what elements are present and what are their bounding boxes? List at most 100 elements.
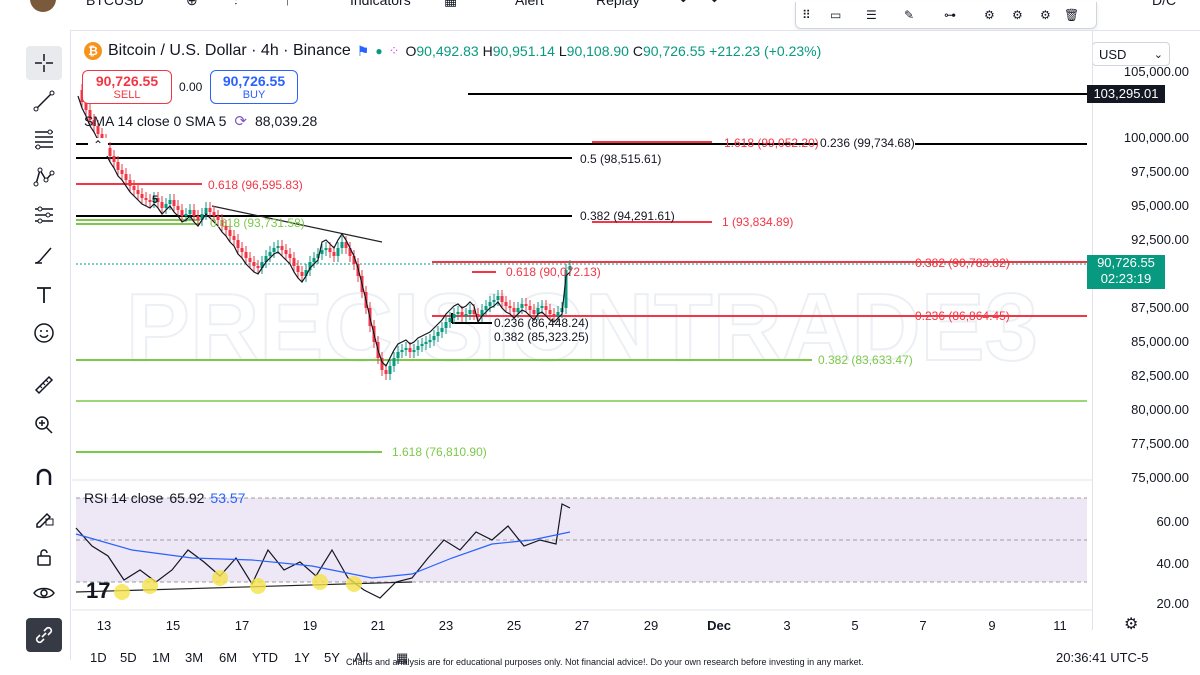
range-button[interactable]: All bbox=[354, 650, 369, 665]
candle-body bbox=[176, 206, 180, 210]
candle-body bbox=[112, 156, 116, 162]
brush-icon[interactable] bbox=[26, 238, 62, 272]
candle-body bbox=[420, 344, 424, 346]
range-button[interactable]: 1M bbox=[152, 650, 171, 665]
candle-body bbox=[380, 358, 384, 370]
sell-button[interactable]: 90,726.55 SELL bbox=[82, 70, 172, 104]
ray-icon[interactable]: ⊶ bbox=[944, 8, 956, 22]
trend-line-icon[interactable] bbox=[26, 84, 62, 118]
candle-body bbox=[568, 266, 572, 270]
buy-button[interactable]: 90,726.55 BUY bbox=[210, 70, 298, 104]
avatar[interactable] bbox=[30, 0, 56, 12]
candle-body bbox=[252, 262, 256, 266]
range-button[interactable]: 1D bbox=[90, 650, 107, 665]
ruler-icon[interactable] bbox=[26, 368, 62, 402]
range-button[interactable]: 5D bbox=[120, 650, 137, 665]
collapse-legend-button[interactable]: ⌃ bbox=[88, 138, 108, 156]
candle-body bbox=[472, 310, 476, 314]
fib-icon[interactable] bbox=[26, 122, 62, 156]
candle-body bbox=[256, 266, 260, 268]
range-button[interactable]: 6M bbox=[219, 650, 238, 665]
candle-body bbox=[344, 242, 348, 248]
price-tick: 95,000.00 bbox=[1131, 198, 1189, 213]
candle-body bbox=[236, 240, 240, 248]
redo-icon[interactable]: ↷ bbox=[706, 0, 718, 8]
currency-select[interactable]: USD ⌄ bbox=[1092, 42, 1170, 66]
candle-body bbox=[424, 342, 428, 344]
settings-icon[interactable]: ⚙ bbox=[984, 8, 995, 22]
text-icon[interactable] bbox=[26, 278, 62, 312]
calendar-icon[interactable]: ▦ bbox=[396, 650, 409, 665]
candle-body bbox=[492, 300, 496, 302]
template-icon[interactable]: ⚙ bbox=[1012, 8, 1023, 22]
symbol-title[interactable]: Bitcoin / U.S. Dollar · 4h · Binance bbox=[108, 42, 351, 59]
drawing-marker[interactable]: 5 bbox=[152, 194, 159, 206]
alert-button[interactable]: Alert bbox=[515, 0, 544, 8]
chart-settings-icon[interactable]: ⚙ bbox=[1124, 616, 1139, 633]
chart-type-icon[interactable]: ↑ bbox=[284, 0, 291, 8]
candle-body bbox=[188, 210, 192, 214]
fib-label: 0.382 (90,783.82) bbox=[915, 256, 1010, 270]
candle-body bbox=[96, 126, 100, 134]
interval-button[interactable]: ⫶ bbox=[234, 0, 238, 8]
more-icon[interactable]: D/C bbox=[1152, 0, 1177, 8]
price-chart[interactable]: PRECISIONTRADE3 17 bbox=[72, 30, 1092, 630]
indicators-button[interactable]: Indicators bbox=[350, 0, 411, 8]
range-button[interactable]: 1Y bbox=[294, 650, 310, 665]
candle-body bbox=[524, 304, 528, 306]
magnet-icon[interactable] bbox=[26, 460, 62, 494]
candle-body bbox=[168, 200, 172, 204]
lock-drawing-icon[interactable]: ⚙ bbox=[1040, 8, 1051, 22]
crosshair-icon[interactable] bbox=[26, 46, 62, 80]
fib-label: 0.382 (94,291.61) bbox=[580, 209, 675, 223]
price-tick: 92,500.00 bbox=[1131, 232, 1189, 247]
candle-body bbox=[484, 306, 488, 310]
undo-icon[interactable]: ↶ bbox=[680, 0, 692, 8]
fib-label: 1.618 (76,810.90) bbox=[392, 445, 487, 459]
pattern-icon[interactable] bbox=[26, 160, 62, 194]
time-axis[interactable]: 13 15 17 19 21 23 25 27 29 Dec 3 5 7 9 1… bbox=[72, 612, 1092, 636]
drag-handle-icon[interactable]: ⠿ bbox=[802, 8, 811, 22]
chevron-down-icon: ⌄ bbox=[1153, 49, 1163, 61]
add-symbol-icon[interactable]: ⊕ bbox=[186, 0, 198, 8]
last-price-tag: 90,726.55 02:23:19 bbox=[1087, 255, 1165, 289]
line-color-icon[interactable]: ▭ bbox=[830, 8, 842, 22]
candle-body bbox=[296, 266, 300, 272]
lock-icon[interactable] bbox=[26, 540, 62, 574]
gann-icon[interactable] bbox=[26, 198, 62, 232]
line-style-icon[interactable]: ☰ bbox=[866, 8, 877, 22]
range-button[interactable]: 3M bbox=[185, 650, 204, 665]
rsi-legend[interactable]: RSI 14 close 65.92 53.57 bbox=[84, 490, 246, 506]
candle-body bbox=[520, 304, 524, 308]
candle-body bbox=[548, 310, 552, 314]
candle-body bbox=[544, 306, 548, 310]
brush-color-icon[interactable]: ✎ bbox=[904, 8, 915, 22]
lock-draw-icon[interactable] bbox=[26, 500, 62, 534]
replay-button[interactable]: Replay bbox=[596, 0, 640, 8]
candle-body bbox=[384, 370, 388, 374]
symbol-search-button[interactable]: BTCUSD bbox=[86, 0, 144, 8]
price-tick: 100,000.00 bbox=[1123, 130, 1189, 145]
range-button[interactable]: YTD bbox=[252, 650, 278, 665]
candle-body bbox=[348, 248, 352, 256]
symbol-legend: ₿ Bitcoin / U.S. Dollar · 4h · Binance ⚑… bbox=[84, 42, 821, 60]
candle-body bbox=[452, 314, 456, 318]
eye-icon[interactable] bbox=[26, 576, 62, 610]
layout-icon[interactable]: ▦ bbox=[444, 0, 458, 8]
emoji-icon[interactable] bbox=[26, 316, 62, 350]
zoom-icon[interactable] bbox=[26, 408, 62, 442]
tradingview-logo: 17 bbox=[86, 578, 110, 603]
price-axis[interactable]: 105,000.00 100,000.00 97,500.00 95,000.0… bbox=[1092, 30, 1200, 630]
sma-legend[interactable]: SMA 14 close 0 SMA 5 ⟳ 88,039.28 bbox=[84, 113, 318, 130]
range-button[interactable]: 5Y bbox=[324, 650, 340, 665]
flag-icon[interactable]: ⚑ bbox=[356, 42, 370, 59]
rsi-highlight-dots bbox=[114, 570, 362, 600]
link-icon[interactable] bbox=[26, 618, 62, 652]
utc-clock[interactable]: 20:36:41 UTC-5 bbox=[1056, 650, 1149, 665]
candle-body bbox=[496, 296, 500, 300]
delete-icon[interactable]: 🗑 bbox=[1064, 8, 1080, 22]
share-icon[interactable]: ⁘ bbox=[388, 43, 400, 58]
candle-body bbox=[468, 310, 472, 314]
candle-body bbox=[124, 174, 128, 180]
time-tick: 11 bbox=[1053, 618, 1067, 633]
